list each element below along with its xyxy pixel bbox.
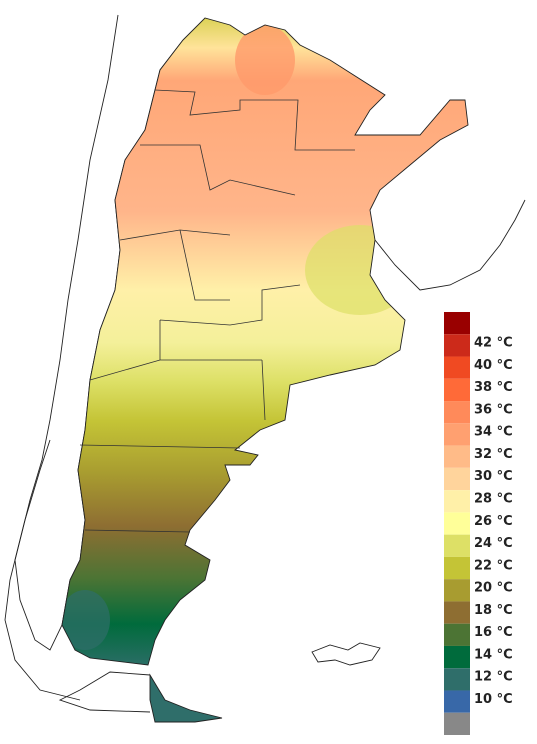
legend-swatch bbox=[444, 601, 470, 624]
legend-label: 20 °C bbox=[474, 581, 513, 596]
legend-label: 16 °C bbox=[474, 625, 513, 640]
legend-swatch bbox=[444, 467, 470, 491]
province-border bbox=[79, 89, 355, 533]
legend-swatch bbox=[444, 312, 470, 335]
legend-swatch bbox=[444, 423, 470, 446]
legend-swatch bbox=[444, 645, 470, 669]
legend-label: 28 °C bbox=[474, 492, 513, 507]
legend: 42 °C 40 °C 38 °C 36 °C 34 °C 32 °C 30 °C 28 °C… bbox=[444, 312, 513, 735]
legend-label: 42 °C bbox=[474, 336, 513, 351]
legend-label: 30 °C bbox=[474, 469, 513, 484]
legend-label: 18 °C bbox=[474, 603, 513, 618]
legend-swatch bbox=[444, 623, 470, 646]
legend-label: 36 °C bbox=[474, 402, 513, 417]
legend-swatch bbox=[444, 690, 470, 713]
legend-label: 10 °C bbox=[474, 692, 513, 707]
legend-swatch bbox=[444, 534, 470, 557]
coastline bbox=[374, 199, 526, 291]
legend-swatch bbox=[444, 334, 470, 357]
tierra-del-fuego bbox=[149, 673, 223, 723]
legend-label: 38 °C bbox=[474, 380, 513, 395]
legend-label: 12 °C bbox=[474, 670, 513, 685]
legend-swatch bbox=[444, 712, 470, 735]
coastline bbox=[58, 671, 151, 713]
legend-swatch bbox=[444, 579, 470, 602]
legend-swatch bbox=[444, 378, 470, 402]
legend-swatch bbox=[444, 512, 470, 535]
malvinas bbox=[311, 642, 381, 666]
legend-label: 32 °C bbox=[474, 447, 513, 462]
legend-swatch bbox=[444, 556, 470, 580]
legend-swatch bbox=[444, 668, 470, 691]
legend-label: 40 °C bbox=[474, 358, 513, 373]
legend-swatch bbox=[444, 356, 470, 379]
legend-label: 34 °C bbox=[474, 425, 513, 440]
legend-label: 24 °C bbox=[474, 536, 513, 551]
legend-swatch bbox=[444, 490, 470, 513]
coastline bbox=[4, 14, 119, 701]
legend-swatch bbox=[444, 445, 470, 468]
legend-label: 14 °C bbox=[474, 647, 513, 662]
border bbox=[61, 17, 469, 666]
legend-swatch bbox=[444, 401, 470, 424]
legend-label: 22 °C bbox=[474, 558, 513, 573]
legend-label: 26 °C bbox=[474, 514, 513, 529]
